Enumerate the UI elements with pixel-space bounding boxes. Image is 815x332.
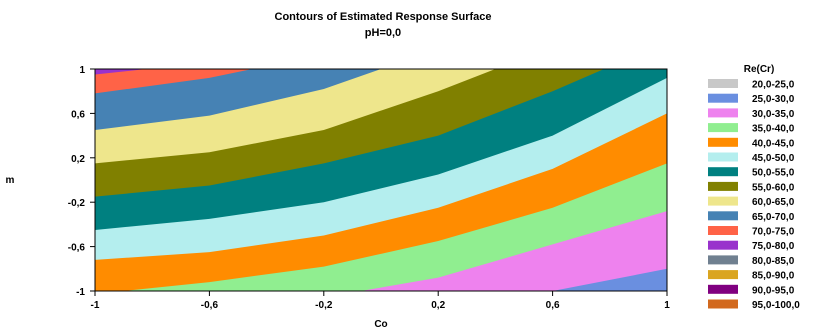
legend-swatch <box>708 299 738 309</box>
legend-swatch <box>708 93 738 103</box>
y-tick-label: 0,2 <box>71 154 85 165</box>
legend-label: 60,0-65,0 <box>752 197 795 208</box>
legend-swatch <box>708 152 738 162</box>
legend-label: 25,0-30,0 <box>752 94 795 105</box>
legend-title: Re(Cr) <box>744 64 775 75</box>
x-tick-label: -1 <box>91 300 100 311</box>
legend-label: 65,0-70,0 <box>752 212 795 223</box>
x-tick-label: 1 <box>664 300 670 311</box>
band-75 <box>95 69 147 75</box>
y-tick-label: 0,6 <box>71 109 85 120</box>
legend-swatch <box>708 181 738 191</box>
y-axis-label: m <box>6 175 15 186</box>
legend-swatch <box>708 270 738 280</box>
legend-swatch <box>708 226 738 235</box>
y-axis-ticks: -1 -0,6 -0,2 0,2 0,6 1 <box>68 65 95 298</box>
band-65 <box>95 69 381 131</box>
x-tick-label: 0,2 <box>431 300 445 311</box>
legend-swatch <box>708 211 738 221</box>
x-axis-ticks: -1 -0,6 -0,2 0,2 0,6 1 <box>91 291 670 311</box>
contour-bands <box>95 69 667 291</box>
legend-label: 80,0-85,0 <box>752 256 795 267</box>
chart-title: Contours of Estimated Response Surface <box>275 11 492 23</box>
x-tick-label: -0,6 <box>201 300 219 311</box>
legend-label: 90,0-95,0 <box>752 285 795 296</box>
legend-swatch <box>708 108 738 118</box>
legend-label: 45,0-50,0 <box>752 153 795 164</box>
legend-swatch <box>708 284 738 294</box>
legend-label: 70,0-75,0 <box>752 227 795 238</box>
legend-swatch <box>708 79 738 88</box>
legend-swatch <box>708 255 738 265</box>
legend-label: 55,0-60,0 <box>752 182 795 193</box>
legend-label: 30,0-35,0 <box>752 109 795 120</box>
legend-label: 85,0-90,0 <box>752 271 795 282</box>
band-70 <box>95 69 253 94</box>
legend-label: 20,0-25,0 <box>752 80 795 91</box>
legend-swatch <box>708 167 738 177</box>
y-tick-label: -0,6 <box>68 243 86 254</box>
legend-swatch <box>708 196 738 206</box>
legend-swatch <box>708 137 738 147</box>
legend-label: 40,0-45,0 <box>752 138 795 149</box>
x-tick-label: -0,2 <box>315 300 333 311</box>
y-tick-label: -1 <box>76 287 85 298</box>
legend-label: 75,0-80,0 <box>752 241 795 252</box>
x-axis-label: Co <box>374 319 387 330</box>
legend-label: 95,0-100,0 <box>752 300 800 311</box>
plot-frame <box>94 68 668 292</box>
x-tick-label: 0,6 <box>546 300 560 311</box>
legend-label: 50,0-55,0 <box>752 168 795 179</box>
y-tick-label: 1 <box>79 65 85 76</box>
chart-subtitle: pH=0,0 <box>365 27 401 39</box>
y-tick-label: -0,2 <box>68 198 86 209</box>
legend-label: 35,0-40,0 <box>752 124 795 135</box>
legend-swatch <box>708 240 738 250</box>
legend: 20,0-25,0 25,0-30,0 30,0-35,0 35,0-40,0 40,0… <box>708 79 800 311</box>
legend-swatch <box>708 123 738 133</box>
